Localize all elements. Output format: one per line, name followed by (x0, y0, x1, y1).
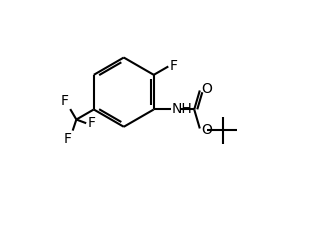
Text: O: O (202, 123, 213, 137)
Text: O: O (202, 82, 213, 96)
Text: F: F (87, 116, 95, 130)
Text: F: F (170, 60, 178, 74)
Text: F: F (64, 132, 72, 146)
Text: F: F (61, 94, 69, 108)
Text: NH: NH (172, 102, 192, 117)
